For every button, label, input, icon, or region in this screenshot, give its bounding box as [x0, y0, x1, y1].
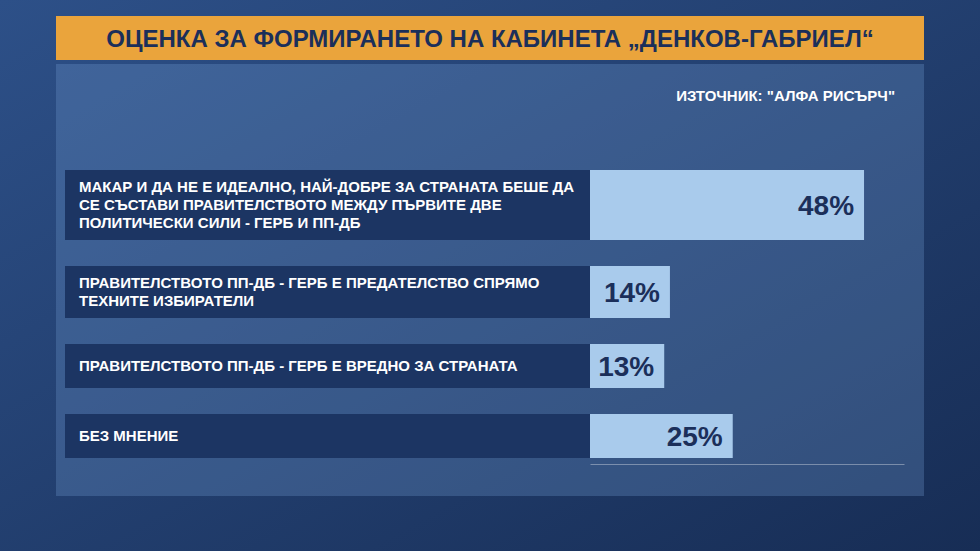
label-box — [65, 414, 590, 458]
category-label: МАКАР И ДА НЕ Е ИДЕАЛНО, НАЙ-ДОБРЕ ЗА СТ… — [79, 178, 574, 231]
title-bar — [56, 16, 924, 60]
label-box — [65, 344, 590, 388]
x-axis — [591, 464, 905, 465]
category-label-line: БЕЗ МНЕНИЕ — [79, 427, 178, 444]
background — [0, 0, 980, 551]
category-label: БЕЗ МНЕНИЕ — [79, 427, 178, 444]
title: ОЦЕНКА ЗА ФОРМИРАНЕТО НА КАБИНЕТА „ДЕНКО… — [106, 25, 873, 52]
bar — [590, 344, 664, 388]
chart: ОЦЕНКА ЗА ФОРМИРАНЕТО НА КАБИНЕТА „ДЕНКО… — [0, 0, 980, 551]
category-label-line: СЕ СЪСТАВИ ПРАВИТЕЛСТВОТО МЕЖДУ ПЪРВИТЕ … — [79, 196, 502, 213]
label-box — [65, 170, 590, 240]
category-label-line: ПРАВИТЕЛСТВОТО ПП-ДБ - ГЕРБ Е ВРЕДНО ЗА … — [79, 357, 518, 374]
category-label: ПРАВИТЕЛСТВОТО ПП-ДБ - ГЕРБ Е ВРЕДНО ЗА … — [79, 357, 518, 374]
source: ИЗТОЧНИК: "АЛФА РИСЪРЧ" — [676, 87, 895, 104]
bar — [590, 414, 733, 458]
data-label: 48% — [798, 190, 854, 221]
panel — [56, 64, 924, 496]
category-row: МАКАР И ДА НЕ Е ИДЕАЛНО, НАЙ-ДОБРЕ ЗА СТ… — [65, 170, 590, 240]
category-label: ПРАВИТЕЛСТВОТО ПП-ДБ - ГЕРБ Е ПРЕДАТЕЛСТ… — [79, 274, 540, 309]
data-label: 13% — [598, 351, 654, 382]
category-label-line: ПОЛИТИЧЕСКИ СИЛИ - ГЕРБ И ПП-ДБ — [79, 214, 361, 231]
data-label: 14% — [604, 277, 660, 308]
category-row: ПРАВИТЕЛСТВОТО ПП-ДБ - ГЕРБ Е ПРЕДАТЕЛСТ… — [65, 266, 590, 318]
bar — [590, 266, 670, 318]
bar — [590, 170, 864, 240]
category-labels: МАКАР И ДА НЕ Е ИДЕАЛНО, НАЙ-ДОБРЕ ЗА СТ… — [65, 170, 590, 458]
category-label-line: МАКАР И ДА НЕ Е ИДЕАЛНО, НАЙ-ДОБРЕ ЗА СТ… — [79, 178, 574, 195]
category-label-line: ТЕХНИТЕ ИЗБИРАТЕЛИ — [79, 292, 254, 309]
category-row: ПРАВИТЕЛСТВОТО ПП-ДБ - ГЕРБ Е ВРЕДНО ЗА … — [65, 344, 590, 388]
category-label-line: ПРАВИТЕЛСТВОТО ПП-ДБ - ГЕРБ Е ПРЕДАТЕЛСТ… — [79, 274, 540, 291]
bars — [590, 170, 864, 458]
category-row: БЕЗ МНЕНИЕ — [65, 414, 590, 458]
x-axis-line — [591, 464, 905, 465]
data-labels: 48% 14% 13% 25% — [598, 190, 854, 452]
data-label: 25% — [667, 421, 723, 452]
label-box — [65, 266, 590, 318]
